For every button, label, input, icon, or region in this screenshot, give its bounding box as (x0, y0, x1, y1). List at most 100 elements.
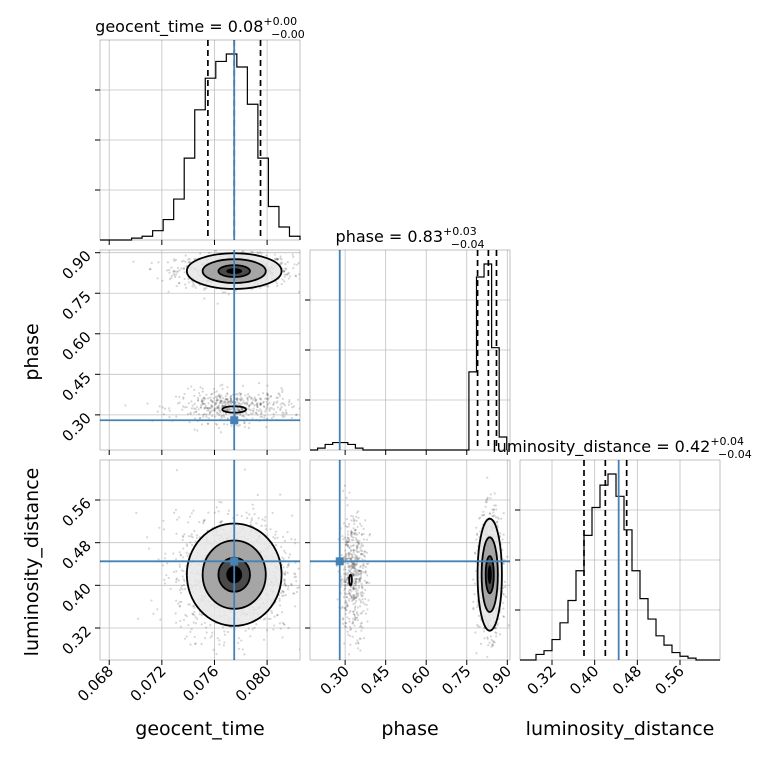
scatter-point (259, 415, 262, 418)
scatter-point (346, 543, 350, 547)
scatter-point (213, 402, 217, 405)
scatter-point (254, 411, 258, 415)
scatter-point (489, 493, 492, 496)
panel-1-0: 0.30 0.45 0.60 0.75 0.90 (58, 247, 301, 455)
scatter-point (149, 268, 152, 271)
scatter-point (266, 404, 269, 407)
scatter-point (279, 261, 282, 264)
scatter-point (356, 569, 359, 572)
scatter-point (358, 579, 361, 582)
scatter-point (223, 401, 226, 405)
scatter-point (206, 409, 209, 412)
scatter-point (248, 422, 251, 425)
scatter-point (496, 521, 499, 524)
scatter-point (481, 514, 484, 517)
scatter-point (146, 536, 149, 539)
scatter-point (236, 393, 239, 396)
scatter-point (295, 413, 298, 416)
scatter-point (297, 261, 300, 265)
scatter-point (187, 258, 190, 261)
scatter-point (283, 572, 287, 575)
scatter-point (193, 257, 196, 261)
scatter-point (259, 403, 263, 406)
scatter-point (181, 260, 184, 263)
scatter-point (496, 520, 499, 523)
scatter-point (175, 578, 178, 581)
scatter-point (236, 407, 240, 411)
scatter-point (368, 534, 371, 537)
scatter-point (163, 582, 167, 585)
scatter-point (175, 599, 178, 602)
scatter-point (355, 593, 358, 596)
scatter-point (355, 538, 358, 542)
scatter-point (184, 260, 187, 263)
scatter-point (183, 579, 186, 583)
scatter-point (253, 626, 256, 630)
scatter-point (367, 562, 370, 565)
scatter-point (249, 412, 252, 415)
scatter-point (486, 497, 489, 501)
scatter-point (502, 558, 505, 561)
scatter-point (229, 397, 232, 400)
scatter-point (287, 564, 290, 567)
scatter-point (349, 588, 352, 591)
scatter-point (266, 402, 270, 406)
scatter-point (189, 643, 192, 646)
scatter-point (238, 408, 241, 412)
panel-frame (99, 39, 301, 241)
scatter-point (352, 596, 355, 599)
xlabel-geocent-time: geocent_time (135, 718, 264, 740)
scatter-point (215, 401, 218, 405)
scatter-point (502, 615, 505, 618)
scatter-point (216, 637, 219, 640)
scatter-point (358, 637, 361, 640)
scatter-point (345, 540, 348, 543)
scatter-point (182, 259, 185, 262)
scatter-point (218, 500, 221, 503)
scatter-point (247, 426, 250, 430)
scatter-point (344, 540, 348, 544)
scatter-point (496, 624, 499, 627)
scatter-point (254, 399, 258, 402)
scatter-point (161, 279, 164, 282)
scatter-point (284, 570, 287, 574)
scatter-point (255, 408, 258, 411)
scatter-point (220, 404, 224, 408)
scatter-point (216, 302, 219, 305)
scatter-point (185, 405, 188, 409)
scatter-point (354, 563, 357, 566)
scatter-point (355, 577, 358, 580)
scatter-point (241, 408, 244, 411)
scatter-point (176, 402, 180, 405)
scatter-point (281, 589, 284, 593)
scatter-point (353, 613, 356, 616)
corner-panels: 0.300.450.600.750.900.068 0.072 0.076 0.080… (58, 39, 721, 705)
scatter-point (352, 617, 355, 620)
scatter-point (170, 276, 173, 280)
scatter-point (226, 630, 229, 634)
scatter-point (472, 600, 475, 603)
scatter-point (278, 597, 281, 600)
scatter-point (268, 409, 271, 412)
scatter-point (207, 511, 210, 514)
scatter-point (251, 503, 254, 506)
scatter-point (494, 627, 497, 630)
scatter-point (209, 411, 212, 414)
scatter-point (251, 409, 254, 412)
scatter-point (162, 528, 166, 531)
scatter-point (204, 397, 207, 400)
scatter-point (203, 287, 206, 290)
scatter-point (156, 277, 159, 280)
scatter-point (185, 551, 188, 554)
scatter-point (346, 582, 349, 585)
scatter-point (215, 398, 218, 402)
scatter-point (494, 516, 497, 519)
scatter-point (178, 589, 181, 592)
scatter-point (344, 601, 347, 604)
scatter-point (283, 269, 286, 272)
scatter-point (343, 580, 346, 584)
scatter-point (356, 557, 360, 560)
scatter-point (225, 398, 228, 401)
scatter-point (352, 562, 355, 566)
